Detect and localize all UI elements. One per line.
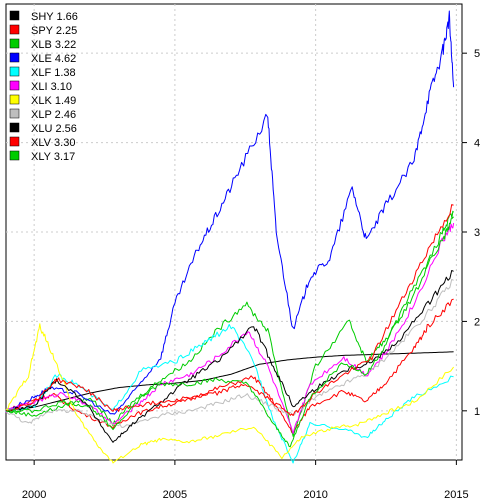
legend-swatch	[9, 108, 20, 119]
series-line-xlk	[5, 323, 455, 464]
x-tick-label: 2000	[22, 489, 46, 501]
legend-swatch	[9, 66, 20, 77]
legend-swatch	[9, 122, 20, 133]
legend-entry: XLF 1.38	[31, 67, 76, 79]
x-tick-label: 2015	[444, 489, 468, 501]
legend-swatch	[9, 150, 20, 161]
series-line-xly	[6, 216, 454, 448]
series-line-xle	[5, 10, 455, 415]
series-line-xlf	[5, 324, 454, 464]
legend-entry: XLK 1.49	[31, 95, 76, 107]
series-lines	[5, 10, 455, 464]
legend-entry: XLI 3.10	[31, 81, 72, 93]
legend-entry: XLE 4.62	[31, 53, 76, 65]
series-line-xlv	[5, 204, 454, 416]
y-tick-label: 2	[474, 316, 480, 328]
legend-entry: SHY 1.66	[31, 11, 78, 23]
legend-swatch	[9, 80, 20, 91]
legend-swatch	[9, 10, 20, 21]
y-tick-label: 3	[474, 227, 480, 239]
legend-entry: XLU 2.56	[31, 123, 77, 135]
legend-entry: XLB 3.22	[31, 39, 76, 51]
legend-swatch	[9, 52, 20, 63]
legend-entry: XLP 2.46	[31, 109, 76, 121]
legend-swatch	[9, 94, 20, 105]
x-tick-label: 2010	[303, 489, 327, 501]
series-line-spy	[5, 298, 454, 435]
series-line-xlp	[5, 279, 454, 428]
legend-entry: SPY 2.25	[31, 25, 77, 37]
x-axis: 2000 2005 2010 2015	[22, 460, 469, 501]
series-line-xlu	[5, 270, 454, 443]
y-axis: 1 2 3 4 5	[462, 48, 480, 418]
legend-entry: XLV 3.30	[31, 137, 75, 149]
legend-swatch	[9, 24, 20, 35]
x-tick-label: 2005	[163, 489, 187, 501]
legend-entry: XLY 3.17	[31, 151, 75, 163]
series-line-xli	[5, 223, 455, 435]
y-tick-label: 4	[474, 138, 480, 150]
legend-swatch	[9, 38, 20, 49]
series-line-shy	[5, 351, 454, 412]
y-tick-label: 1	[474, 406, 480, 418]
legend: SHY 1.66 SPY 2.25 XLB 3.22 XLE 4.62 XLF 1.38…	[9, 10, 78, 163]
series-line-xlb	[5, 210, 454, 437]
y-tick-label: 5	[474, 48, 480, 60]
legend-swatch	[9, 136, 20, 147]
